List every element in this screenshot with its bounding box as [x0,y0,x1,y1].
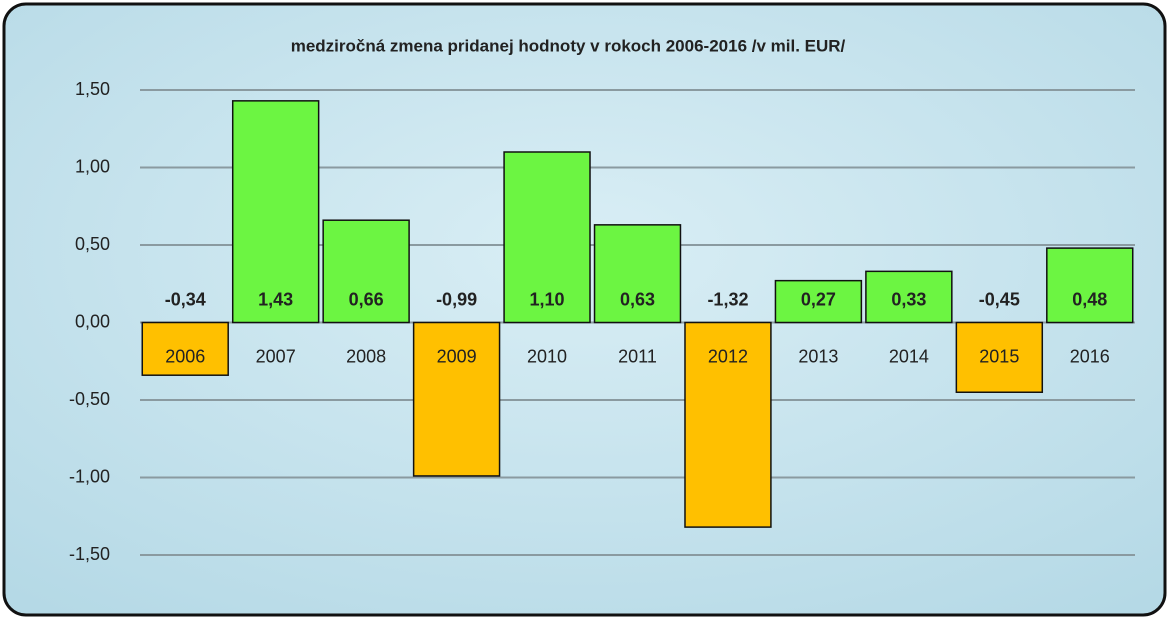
bar [503,151,591,324]
x-tick-label: 2016 [1070,346,1110,366]
bar [141,321,229,376]
data-label: 0,27 [801,289,836,309]
y-tick-label: -0,50 [69,389,110,409]
bar [322,219,410,324]
y-tick-label: -1,50 [69,544,110,564]
y-tick-label: 1,00 [75,156,110,176]
y-tick-label: -1,00 [69,466,110,486]
data-label: 1,10 [530,289,565,309]
x-tick-label: 2009 [437,346,477,366]
data-label: 0,33 [891,289,926,309]
bar [774,279,863,324]
bar [412,321,501,477]
x-tick-label: 2006 [165,346,205,366]
bar [955,321,1044,393]
x-tick-label: 2011 [618,346,657,366]
x-tick-label: 2012 [708,346,748,366]
bar [231,100,320,324]
x-tick-label: 2014 [889,346,929,366]
bar [1046,247,1134,324]
x-tick-label: 2015 [979,346,1019,366]
x-tick-label: 2007 [256,346,296,366]
y-tick-label: 0,00 [75,311,110,331]
y-tick-label: 0,50 [75,234,110,254]
data-label: 0,66 [349,289,384,309]
data-label: -0,45 [979,289,1020,309]
bar [865,270,953,324]
data-label: 0,48 [1072,289,1107,309]
data-label: 0,63 [620,289,655,309]
chart-title: medziročná zmena pridanej hodnoty v roko… [291,36,846,55]
data-label: 1,43 [258,289,293,309]
x-tick-label: 2008 [346,346,386,366]
y-tick-label: 1,50 [75,79,110,99]
bar [593,224,682,324]
data-label: -0,99 [436,289,477,309]
x-tick-label: 2013 [798,346,838,366]
data-label: -0,34 [165,289,206,309]
x-tick-label: 2010 [527,346,567,366]
bar [684,321,772,528]
data-label: -1,32 [707,289,748,309]
